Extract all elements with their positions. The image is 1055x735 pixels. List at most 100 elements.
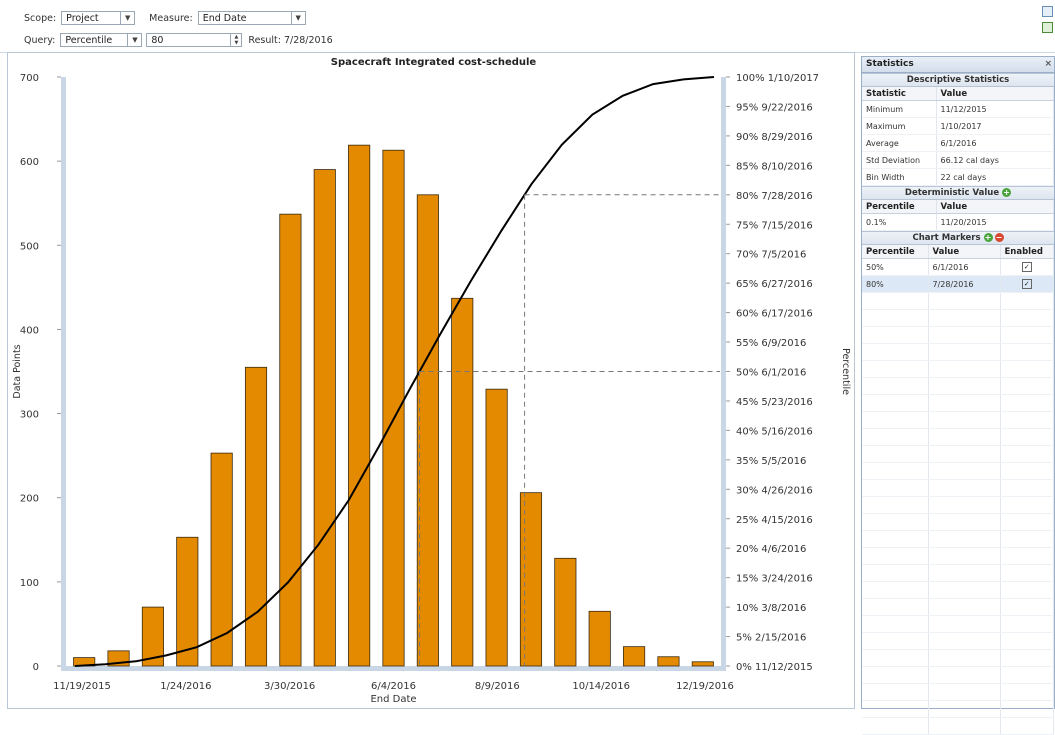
statistic-value: 11/12/2015	[936, 100, 1054, 118]
empty-row	[862, 377, 1054, 395]
empty-row	[862, 598, 1054, 616]
table-row[interactable]: Bin Width 22 cal days	[862, 168, 1054, 186]
zoom-icon[interactable]	[1042, 6, 1053, 17]
percentile-tick-label: 80% 7/28/2016	[736, 191, 813, 202]
add-icon[interactable]: +	[1002, 188, 1012, 197]
table-row[interactable]: 80% 7/28/2016 ✓	[862, 275, 1054, 293]
empty-row	[862, 581, 1054, 599]
percentile-tick-label: 90% 8/29/2016	[736, 132, 813, 143]
percentile-tick-label: 60% 6/17/2016	[736, 309, 813, 320]
add-icon[interactable]: +	[983, 233, 993, 242]
table-row[interactable]: Std Deviation 66.12 cal days	[862, 151, 1054, 169]
query-input-text: 80	[151, 35, 164, 46]
percentile-tick-label: 20% 4/6/2016	[736, 544, 806, 555]
histogram-bar	[554, 557, 577, 667]
toolbar-row-scope: Scope: Project ▼ Measure: End Date ▼	[24, 10, 306, 26]
column-header-value: Value	[936, 200, 1054, 214]
marker-percentile: 80%	[862, 275, 929, 293]
query-result: Result: 7/28/2016	[248, 34, 333, 46]
chevron-down-icon: ▼	[127, 34, 141, 46]
percentile-tick-label: 5% 2/15/2016	[736, 633, 806, 644]
histogram-bar	[176, 536, 199, 667]
chart-title: Spacecraft Integrated cost-schedule	[331, 57, 537, 68]
percentile-tick-label: 55% 6/9/2016	[736, 338, 806, 349]
empty-row	[862, 394, 1054, 412]
percentile-tick-label: 65% 6/27/2016	[736, 279, 813, 290]
query-dropdown[interactable]: Percentile ▼	[60, 33, 143, 47]
y-axis-label: Data Points	[12, 344, 23, 398]
chart-markers-title: Chart Markers + −	[862, 231, 1054, 245]
histogram-bar	[519, 492, 543, 667]
remove-icon[interactable]: −	[994, 233, 1004, 242]
percentile-tick-label: 25% 4/15/2016	[736, 515, 813, 526]
query-value: Percentile	[65, 35, 113, 46]
table-row[interactable]: 0.1% 11/20/2015	[862, 213, 1054, 231]
query-value-input[interactable]: 80 ▲ ▼	[146, 33, 243, 47]
close-icon[interactable]: ×	[1044, 59, 1052, 69]
y-tick-label: 400	[20, 325, 39, 336]
empty-row	[862, 649, 1054, 667]
percentile-tick-label: 100% 1/10/2017	[736, 73, 819, 84]
y-tick-label: 600	[20, 157, 39, 168]
measure-dropdown[interactable]: End Date ▼	[197, 11, 306, 25]
marker-percentile: 50%	[862, 258, 929, 276]
measure-value: End Date	[202, 13, 247, 24]
empty-row	[862, 343, 1054, 361]
histogram-bar	[416, 194, 439, 667]
histogram-bar	[279, 213, 302, 667]
statistic-name: Maximum	[862, 117, 937, 135]
x-tick-label: 6/4/2016	[371, 681, 416, 692]
column-header-percentile: Percentile	[862, 245, 929, 259]
empty-row	[862, 411, 1054, 429]
empty-row	[862, 615, 1054, 633]
y-axis-bar	[61, 77, 66, 666]
histogram-bar	[451, 297, 474, 667]
deterministic-value-label: Deterministic Value	[904, 188, 1000, 198]
marker-enabled-checkbox[interactable]: ✓	[1021, 279, 1032, 289]
table-row[interactable]: Maximum 1/10/2017	[862, 117, 1054, 135]
deterministic-percentile: 0.1%	[862, 213, 937, 231]
statistic-value: 22 cal days	[936, 168, 1054, 186]
scope-dropdown[interactable]: Project ▼	[61, 11, 136, 25]
empty-row	[862, 513, 1054, 531]
statistic-value: 1/10/2017	[936, 117, 1054, 135]
empty-row	[862, 360, 1054, 378]
table-row[interactable]: Minimum 11/12/2015	[862, 100, 1054, 118]
marker-enabled-cell: ✓	[1000, 258, 1054, 276]
scope-label: Scope:	[24, 12, 57, 24]
percentile-tick-label: 35% 5/5/2016	[736, 456, 806, 467]
column-header-enabled: Enabled	[1000, 245, 1054, 259]
x-axis-bar	[61, 666, 726, 671]
deterministic-value-table: Percentile Value 0.1% 11/20/2015	[862, 200, 1054, 231]
empty-row	[862, 530, 1054, 548]
statistic-value: 6/1/2016	[936, 134, 1054, 152]
histogram-bar	[623, 646, 646, 667]
x-tick-label: 8/9/2016	[475, 681, 520, 692]
statistic-name: Std Deviation	[862, 151, 937, 169]
marker-enabled-checkbox[interactable]: ✓	[1021, 262, 1032, 272]
export-icon[interactable]	[1042, 22, 1053, 33]
table-row[interactable]: 50% 6/1/2016 ✓	[862, 258, 1054, 276]
table-row[interactable]: Average 6/1/2016	[862, 134, 1054, 152]
spinner-icon[interactable]: ▲ ▼	[230, 34, 241, 46]
empty-row	[862, 479, 1054, 497]
x-tick-label: 1/24/2016	[160, 681, 211, 692]
percentile-tick-label: 75% 7/15/2016	[736, 220, 813, 231]
statistics-header: Statistics ×	[862, 57, 1054, 73]
statistics-panel: Statistics × Descriptive Statistics Stat…	[861, 56, 1055, 735]
percentile-tick-label: 70% 7/5/2016	[736, 250, 806, 261]
empty-row	[862, 326, 1054, 344]
chart-markers-table: Percentile Value Enabled 50% 6/1/2016 ✓ 80%…	[862, 245, 1054, 735]
y-tick-label: 100	[20, 578, 39, 589]
histogram-chart: Spacecraft Integrated cost-schedule 0 100 2…	[7, 52, 855, 709]
histogram-bar	[141, 606, 164, 667]
descriptive-stats-table: Statistic Value Minimum 11/12/2015 Maximum…	[862, 87, 1054, 186]
descriptive-stats-title: Descriptive Statistics	[862, 73, 1054, 87]
percentile-tick-label: 45% 5/23/2016	[736, 397, 813, 408]
statistics-title: Statistics	[866, 59, 914, 69]
y2-axis-bar	[721, 77, 726, 666]
column-header-percentile: Percentile	[862, 200, 937, 214]
y-tick-label: 0	[33, 662, 39, 673]
empty-row	[862, 683, 1054, 701]
chevron-down-icon: ▼	[120, 12, 134, 24]
